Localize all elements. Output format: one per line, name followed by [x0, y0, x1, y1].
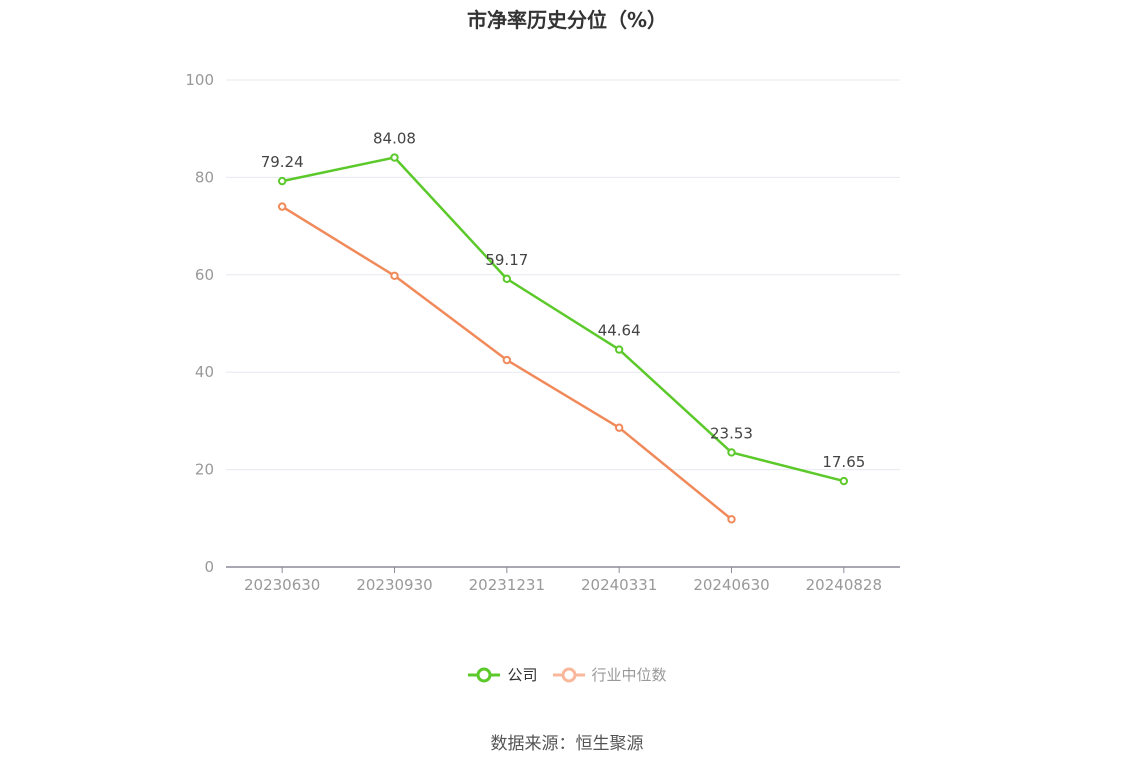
- data-point-s1-20240331: [614, 423, 624, 432]
- data-point-s1-20240630: [727, 515, 736, 524]
- grid-lines: [226, 79, 900, 471]
- y-tick-label-0: 0: [204, 558, 214, 576]
- legend-item-company[interactable]: 公司: [467, 664, 538, 685]
- y-tick-label-20: 20: [195, 461, 214, 479]
- y-tick-label-100: 100: [185, 71, 214, 89]
- y-tick-label-60: 60: [195, 266, 214, 284]
- data-point-s1-20231231: [502, 355, 512, 365]
- data-point-s0-20240331: [614, 345, 624, 354]
- data-label-s0-20240828: 17.65: [822, 453, 865, 471]
- series-points: [277, 153, 849, 524]
- axes: 0 20 40 60 80 100 20230630 20230930 20231231 2024…: [185, 71, 900, 594]
- data-point-s0-20231231: [502, 274, 512, 284]
- data-point-s0-20240630: [727, 448, 736, 457]
- y-tick-label-80: 80: [195, 168, 214, 186]
- legend-circle-company: [476, 667, 492, 682]
- data-label-s0-20231231: 59.17: [485, 251, 528, 269]
- legend-label-company: 公司: [507, 666, 538, 684]
- x-tick-label-20230930: 20230930: [356, 576, 432, 594]
- x-tick-label-20240331: 20240331: [581, 576, 657, 594]
- x-tick-label-20230630: 20230630: [244, 576, 320, 594]
- series-line-0: [281, 156, 845, 483]
- data-point-s0-20230630: [277, 176, 287, 186]
- legend-item-industry-median[interactable]: 行业中位数: [552, 664, 667, 685]
- data-point-s0-20230930: [390, 153, 399, 162]
- legend: 公司 行业中位数: [0, 664, 1134, 685]
- legend-circle-industry-median: [561, 667, 576, 682]
- data-label-s0-20240331: 44.64: [598, 322, 641, 340]
- x-tick-label-20240828: 20240828: [806, 576, 882, 594]
- legend-marker-industry-median: [552, 667, 585, 682]
- data-source-note: 数据来源：恒生聚源: [490, 734, 644, 754]
- data-labels: 79.24 84.08 59.17 44.64 23.53 17.65: [261, 130, 866, 472]
- legend-marker-company: [468, 667, 501, 682]
- legend-label-industry-median: 行业中位数: [591, 666, 667, 684]
- data-point-s0-20240828: [839, 476, 849, 486]
- series-lines: [281, 156, 845, 521]
- data-label-s0-20240630: 23.53: [710, 424, 753, 442]
- x-tick-label-20231231: 20231231: [469, 576, 545, 594]
- data-point-s1-20230930: [390, 271, 399, 280]
- y-tick-label-40: 40: [195, 363, 214, 381]
- x-tick-label-20240630: 20240630: [693, 576, 769, 594]
- data-label-s0-20230930: 84.08: [373, 130, 416, 148]
- chart-title: 市净率历史分位（%）: [466, 8, 668, 32]
- data-point-s1-20230630: [277, 202, 287, 211]
- data-label-s0-20230630: 79.24: [261, 153, 304, 171]
